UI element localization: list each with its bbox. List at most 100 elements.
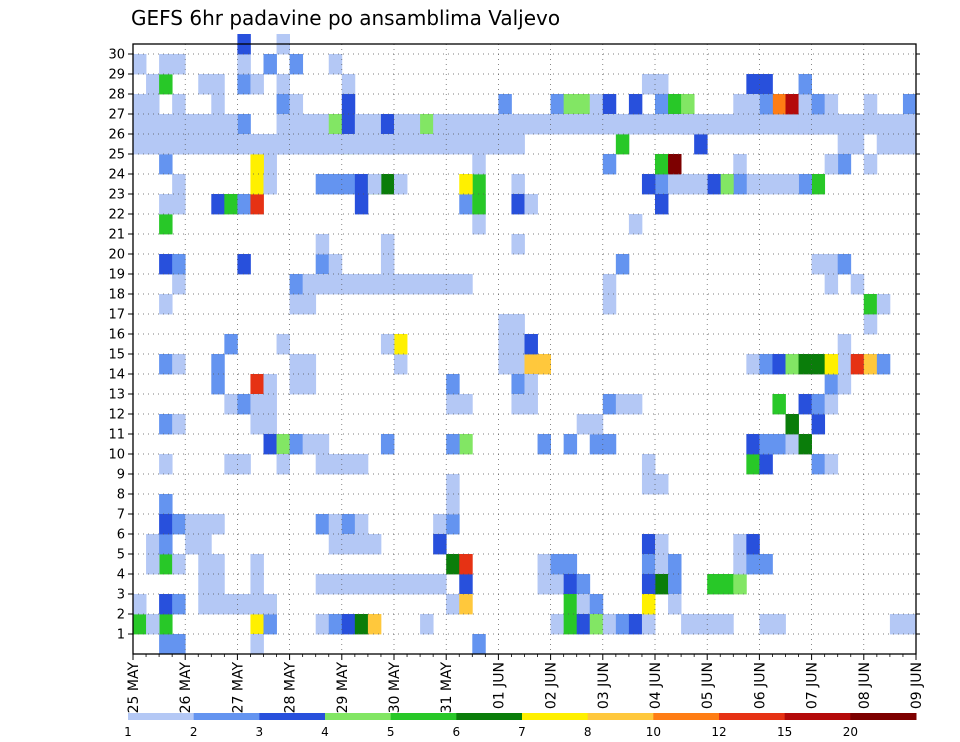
heatmap-cell <box>563 434 578 455</box>
heatmap-cell <box>367 534 382 555</box>
heatmap-cell <box>250 614 264 635</box>
colorbar-swatch <box>456 713 523 720</box>
heatmap-cell <box>759 114 773 135</box>
heatmap-cell <box>563 554 578 575</box>
heatmap-cell <box>837 334 852 355</box>
heatmap-cell <box>172 174 186 195</box>
heatmap-cell <box>315 114 330 135</box>
heatmap-cell <box>733 94 747 115</box>
heatmap-cell <box>159 354 173 375</box>
x-tick-label: 26 MAY <box>178 662 194 714</box>
heatmap-cell <box>224 394 238 415</box>
heatmap-cell <box>472 154 486 175</box>
heatmap-cell <box>354 174 369 195</box>
heatmap-cell <box>602 274 617 295</box>
heatmap-cell <box>211 374 225 395</box>
heatmap-cell <box>159 454 173 475</box>
heatmap-cell <box>380 334 395 355</box>
x-tick-label: 30 MAY <box>387 662 403 714</box>
heatmap-cell <box>733 154 747 175</box>
heatmap-cell <box>511 354 525 375</box>
heatmap-cell <box>211 74 225 95</box>
heatmap-cell <box>772 354 786 375</box>
heatmap-cell <box>472 174 486 195</box>
heatmap-cell <box>589 614 604 635</box>
heatmap-cell <box>837 354 852 375</box>
heatmap-cell <box>628 214 643 235</box>
heatmap-cell <box>641 114 656 135</box>
heatmap-cell <box>224 454 238 475</box>
heatmap-cell <box>224 594 238 615</box>
heatmap-cell <box>681 94 695 115</box>
heatmap-cell <box>224 194 238 215</box>
heatmap-cell <box>328 514 343 535</box>
heatmap-cell <box>159 194 173 215</box>
heatmap-cell <box>746 454 760 475</box>
heatmap-cell <box>394 114 408 135</box>
x-tick-label: 31 MAY <box>439 662 455 714</box>
heatmap-cell <box>354 274 369 295</box>
heatmap-cell <box>341 74 356 95</box>
heatmap-cell <box>511 334 525 355</box>
heatmap-cell <box>367 274 382 295</box>
heatmap-cell <box>681 174 695 195</box>
heatmap-cell <box>511 314 525 335</box>
heatmap-cell <box>341 574 356 595</box>
heatmap-cell <box>824 114 839 135</box>
heatmap-cell <box>380 274 395 295</box>
heatmap-cell <box>720 114 734 135</box>
heatmap-cell <box>172 134 186 155</box>
heatmap-cell <box>824 374 839 395</box>
heatmap-cell <box>250 154 264 175</box>
colorbar-swatch <box>128 713 195 720</box>
heatmap-cell <box>707 174 721 195</box>
heatmap-cell <box>263 394 277 415</box>
heatmap-cell <box>302 274 317 295</box>
heatmap-cell <box>641 474 656 495</box>
heatmap-cell <box>367 114 382 135</box>
y-tick-label: 22 <box>108 208 125 223</box>
heatmap-cell <box>602 114 617 135</box>
heatmap-cell <box>798 354 812 375</box>
heatmap-cell <box>146 614 160 635</box>
heatmap-cell <box>250 134 264 155</box>
heatmap-cell <box>172 114 186 135</box>
colorbar-swatch <box>587 713 654 720</box>
y-tick-label: 7 <box>117 508 125 523</box>
heatmap-cell <box>524 194 538 215</box>
heatmap-cell <box>511 234 525 255</box>
heatmap-cell <box>759 94 773 115</box>
heatmap-cell <box>746 534 760 555</box>
heatmap-cell <box>328 454 343 475</box>
heatmap-cell <box>341 94 356 115</box>
heatmap-cell <box>263 54 277 75</box>
heatmap-cell <box>785 414 799 435</box>
heatmap-cell <box>798 174 812 195</box>
heatmap-cell <box>498 314 512 335</box>
heatmap-cell <box>172 94 186 115</box>
heatmap-cell <box>824 94 839 115</box>
heatmap-cell <box>420 134 434 155</box>
heatmap-cell <box>798 94 812 115</box>
heatmap-cell <box>628 394 643 415</box>
heatmap-cell <box>889 134 904 155</box>
heatmap-cell <box>198 534 212 555</box>
heatmap-cell <box>563 594 578 615</box>
heatmap-cell <box>628 614 643 635</box>
heatmap-cell <box>263 174 277 195</box>
heatmap-cell <box>811 174 826 195</box>
heatmap-cell <box>694 614 708 635</box>
heatmap-cell <box>733 114 747 135</box>
heatmap-cell <box>185 534 199 555</box>
heatmap-cell <box>315 454 330 475</box>
heatmap-cell <box>211 194 225 215</box>
colorbar-swatch <box>325 713 392 720</box>
heatmap-cell <box>537 554 551 575</box>
heatmap-cell <box>380 434 395 455</box>
y-tick-label: 11 <box>108 428 125 443</box>
heatmap-cell <box>824 254 839 275</box>
heatmap-cell <box>341 174 356 195</box>
heatmap-cell <box>641 174 656 195</box>
heatmap-cell <box>446 114 460 135</box>
